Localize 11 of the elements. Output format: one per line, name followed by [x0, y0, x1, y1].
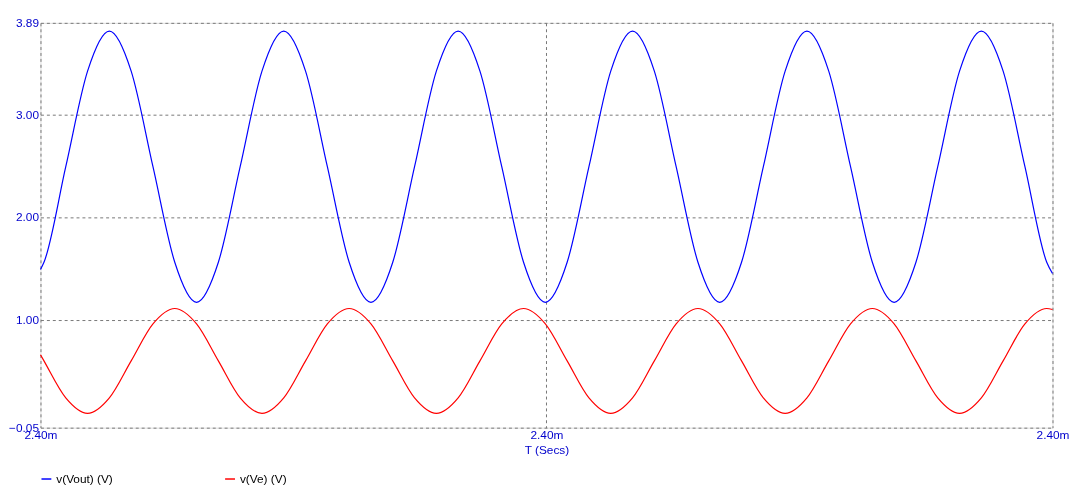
x-axis-title: T (Secs) — [524, 442, 570, 457]
line-series — [39, 307, 1054, 414]
y-tick-label: 3.89 — [15, 16, 40, 31]
x-tick-label: 2.40m — [1036, 428, 1070, 443]
y-tick-label: 1.00 — [15, 313, 40, 328]
x-tick-label: 2.40m — [530, 428, 564, 443]
y-tick-label: 2.00 — [15, 210, 40, 225]
y-tick-label: 3.00 — [15, 107, 40, 122]
line-series — [39, 30, 1054, 303]
legend-label: v(Ve) (V) — [239, 471, 287, 486]
legend-label: v(Vout) (V) — [56, 471, 113, 486]
